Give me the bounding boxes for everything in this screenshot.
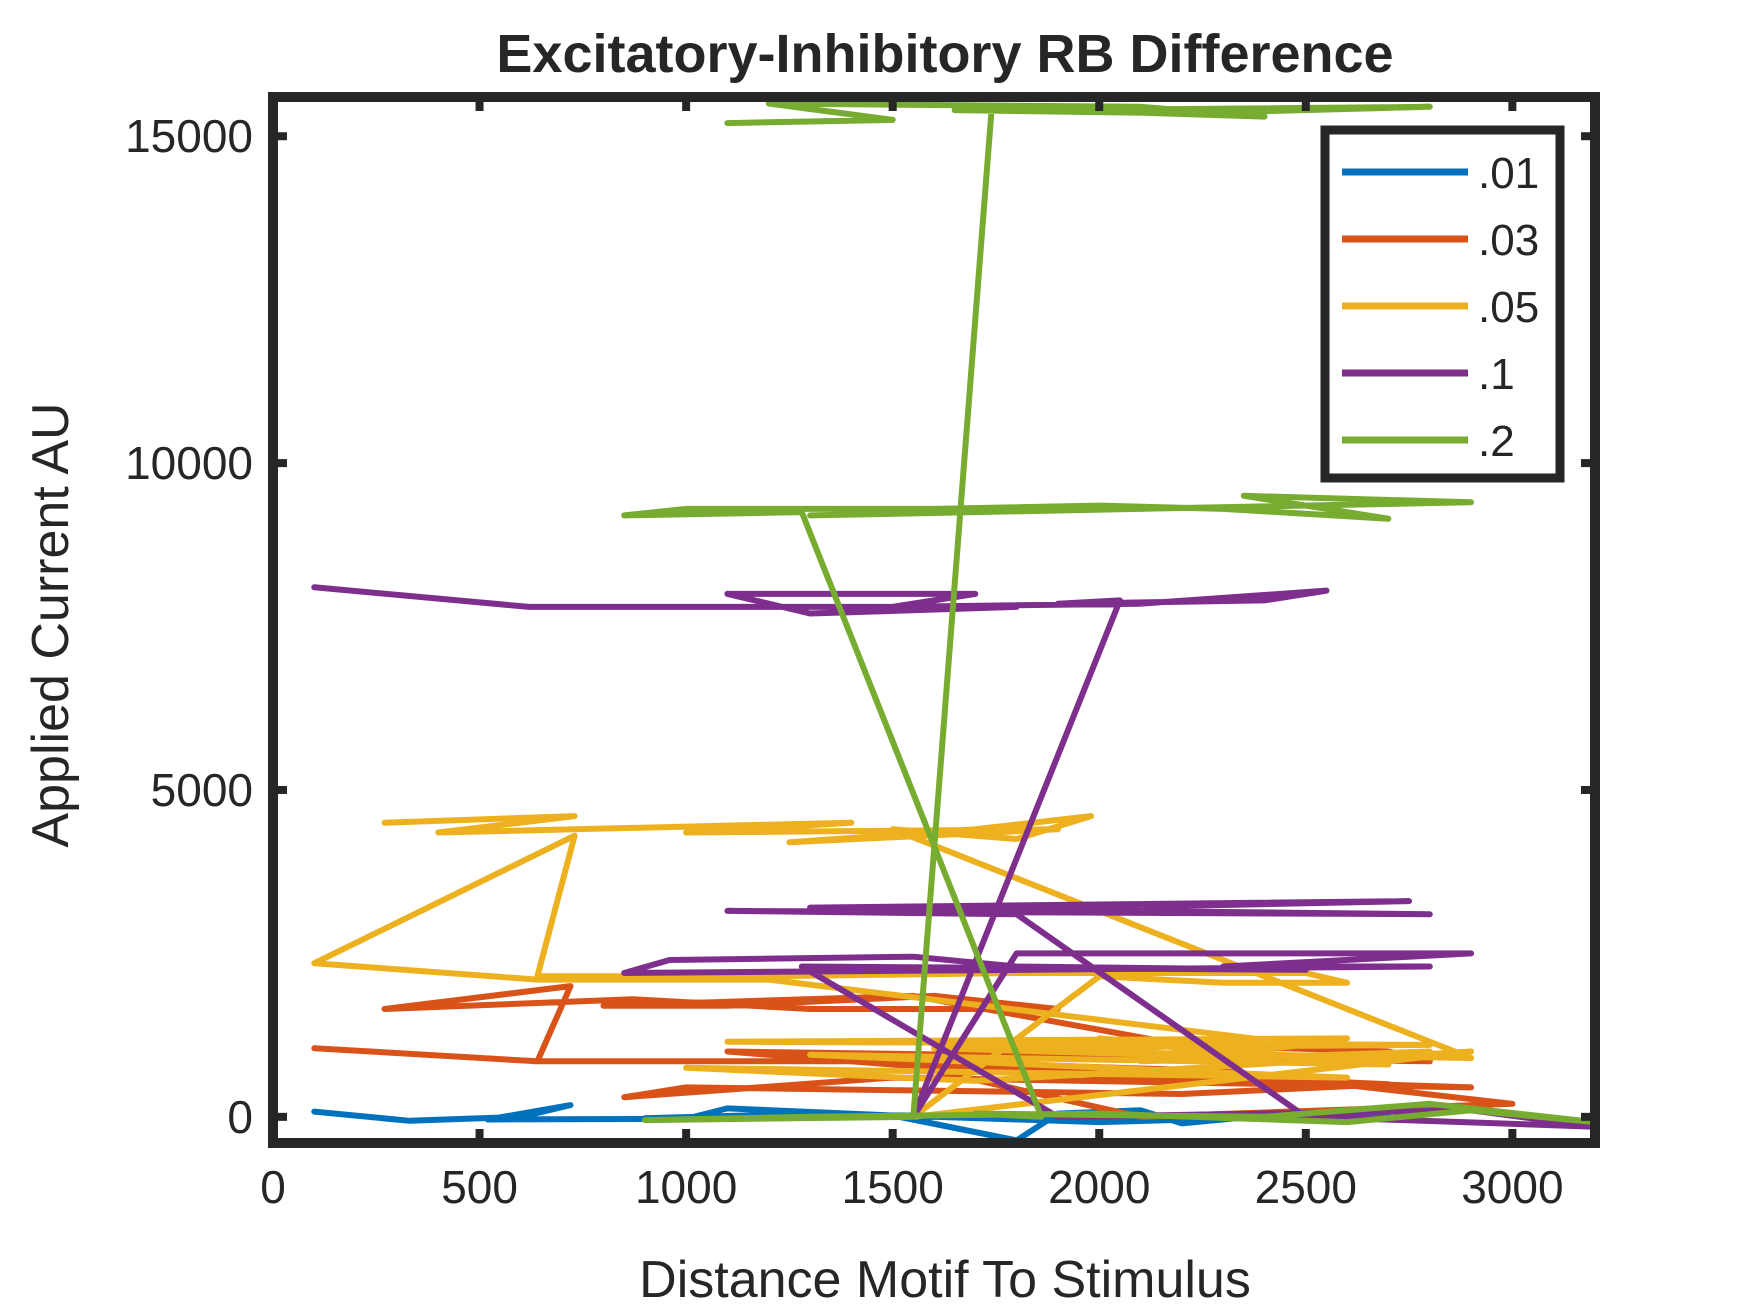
legend-label: .1: [1478, 350, 1515, 399]
y-tick-label: 5000: [151, 764, 253, 816]
legend-label: .01: [1478, 149, 1539, 198]
x-tick-label: 2500: [1255, 1161, 1357, 1213]
series-line-4: [311, 584, 1595, 1130]
chart-title: Excitatory-Inhibitory RB Difference: [496, 24, 1393, 84]
series-line-2: [311, 983, 1516, 1120]
legend-label: .2: [1478, 417, 1515, 466]
axes-box: [268, 92, 1600, 1148]
series-layer: [311, 100, 1595, 1143]
legend-label: .05: [1478, 283, 1539, 332]
legend-entries: .01 .03 .05 .1 .2: [1342, 149, 1539, 466]
x-tick-label: 1000: [635, 1161, 737, 1213]
y-axis-label: Applied Current AU: [22, 402, 80, 847]
series-line-3: [311, 813, 1475, 1120]
y-tick-label: 10000: [125, 437, 253, 489]
series-line-5: [621, 100, 1595, 1126]
x-tick-label: 0: [260, 1161, 286, 1213]
legend-label: .03: [1478, 216, 1539, 265]
y-tick-label: 15000: [125, 110, 253, 162]
y-tick-label: 0: [227, 1091, 253, 1143]
legend: .01 .03 .05 .1 .2: [1320, 125, 1565, 483]
x-tick-label: 2000: [1048, 1161, 1150, 1213]
x-tick-label: 500: [441, 1161, 518, 1213]
x-tick-label: 3000: [1461, 1161, 1563, 1213]
x-axis-label: Distance Motif To Stimulus: [639, 1251, 1251, 1309]
x-tick-label: 1500: [842, 1161, 944, 1213]
tick-layer: 0 500 1000 1500 2000 2500 3000 0 5000 10000 15000: [125, 97, 1595, 1213]
